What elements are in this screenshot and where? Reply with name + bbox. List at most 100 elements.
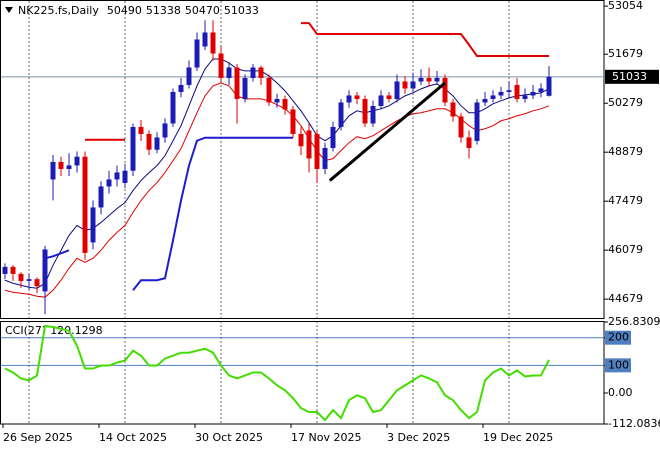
candle-body — [202, 32, 208, 47]
symbol: NK225.fs,Daily — [18, 4, 99, 17]
x-tick-label: 30 Oct 2025 — [195, 431, 263, 444]
candle-body — [282, 98, 288, 110]
y-tick-label: 200 — [608, 331, 629, 344]
candle-body — [378, 95, 384, 106]
candle-body — [386, 95, 392, 99]
candle-body — [50, 161, 56, 180]
candle-body — [410, 81, 416, 89]
candle-body — [42, 249, 48, 292]
candle-body — [146, 133, 152, 150]
low-value: 50470 — [185, 4, 220, 17]
candle-body — [314, 133, 320, 169]
candle-body — [114, 172, 120, 180]
level-label-box — [605, 330, 631, 345]
y-tick-label: 47479 — [608, 194, 643, 207]
candle-body — [210, 32, 216, 54]
indicator-line — [301, 22, 549, 57]
candle-body — [186, 67, 192, 85]
indicator-line — [4, 58, 550, 289]
y-tick-label: 50279 — [608, 96, 643, 109]
candle-body — [162, 123, 168, 138]
candle-body — [514, 84, 520, 99]
candle-body — [58, 161, 64, 169]
candle-body — [218, 53, 224, 78]
candle-body — [394, 81, 400, 99]
candle-body — [138, 126, 144, 134]
candle-body — [122, 170, 128, 183]
candle-body — [242, 77, 248, 99]
candle-body — [498, 91, 504, 96]
candle-body — [482, 98, 488, 103]
candle-body — [258, 67, 264, 78]
indicator-name: CCI(27) — [5, 324, 46, 337]
candle-body — [522, 95, 528, 99]
candle-body — [170, 91, 176, 124]
x-tick-label: 14 Oct 2025 — [99, 431, 167, 444]
y-tick-label: 51679 — [608, 47, 643, 60]
candle-body — [546, 76, 552, 96]
candle-body — [82, 156, 88, 253]
candle-body — [266, 77, 272, 103]
y-tick-label: 44679 — [608, 292, 643, 305]
cci-panel-frame — [0, 321, 605, 425]
y-tick-label: 48879 — [608, 145, 643, 158]
candle-body — [442, 77, 448, 103]
indicator-line — [132, 136, 293, 291]
candle-body — [346, 95, 352, 103]
indicator-value: 120.1298 — [50, 324, 103, 337]
candle-body — [74, 156, 80, 166]
candle-body — [338, 102, 344, 127]
candle-body — [402, 81, 408, 89]
candle-body — [490, 95, 496, 99]
candle-body — [98, 186, 104, 208]
y-tick-label: 46079 — [608, 243, 643, 256]
y-tick-label: 100 — [608, 358, 629, 371]
trend-line — [328, 81, 446, 182]
candle-body — [34, 279, 40, 287]
candle-body — [418, 77, 424, 82]
candle-body — [306, 130, 312, 159]
candle-body — [426, 77, 432, 82]
indicator-line — [4, 324, 550, 422]
indicator-line — [44, 249, 70, 260]
candle-body — [362, 98, 368, 124]
candle-body — [90, 207, 96, 243]
last-price-label: 51033 — [612, 70, 647, 83]
candle-body — [322, 147, 328, 169]
candle-body — [354, 95, 360, 99]
candle-body — [106, 179, 112, 187]
open-value: 50490 — [107, 4, 142, 17]
candle-body — [298, 133, 304, 147]
candle-body — [2, 266, 8, 274]
candle-body — [450, 102, 456, 117]
candle-body — [506, 90, 512, 92]
candle-body — [194, 39, 200, 68]
high-value: 51338 — [146, 4, 181, 17]
cci-title: CCI(27) 120.1298 — [5, 324, 103, 337]
candle-body — [466, 137, 472, 148]
candle-body — [458, 116, 464, 138]
candle-body — [10, 266, 16, 274]
candle-body — [274, 98, 280, 103]
candle-body — [66, 165, 72, 169]
candle-body — [290, 109, 296, 134]
x-tick-label: 19 Dec 2025 — [483, 431, 553, 444]
y-tick-label: 53054 — [608, 0, 643, 12]
candle-body — [530, 91, 536, 96]
candle-body — [226, 67, 232, 78]
candle-body — [234, 67, 240, 99]
candle-body — [370, 105, 376, 124]
x-tick-label: 3 Dec 2025 — [387, 431, 450, 444]
level-label-box — [605, 358, 631, 373]
close-value: 51033 — [224, 4, 259, 17]
x-tick-label: 17 Nov 2025 — [291, 431, 361, 444]
y-tick-label: 256.8309 — [608, 315, 660, 328]
candle-body — [434, 77, 440, 82]
candle-body — [538, 88, 544, 92]
candle-body — [474, 102, 480, 141]
last-price-box — [605, 69, 659, 84]
candle-body — [130, 126, 136, 171]
